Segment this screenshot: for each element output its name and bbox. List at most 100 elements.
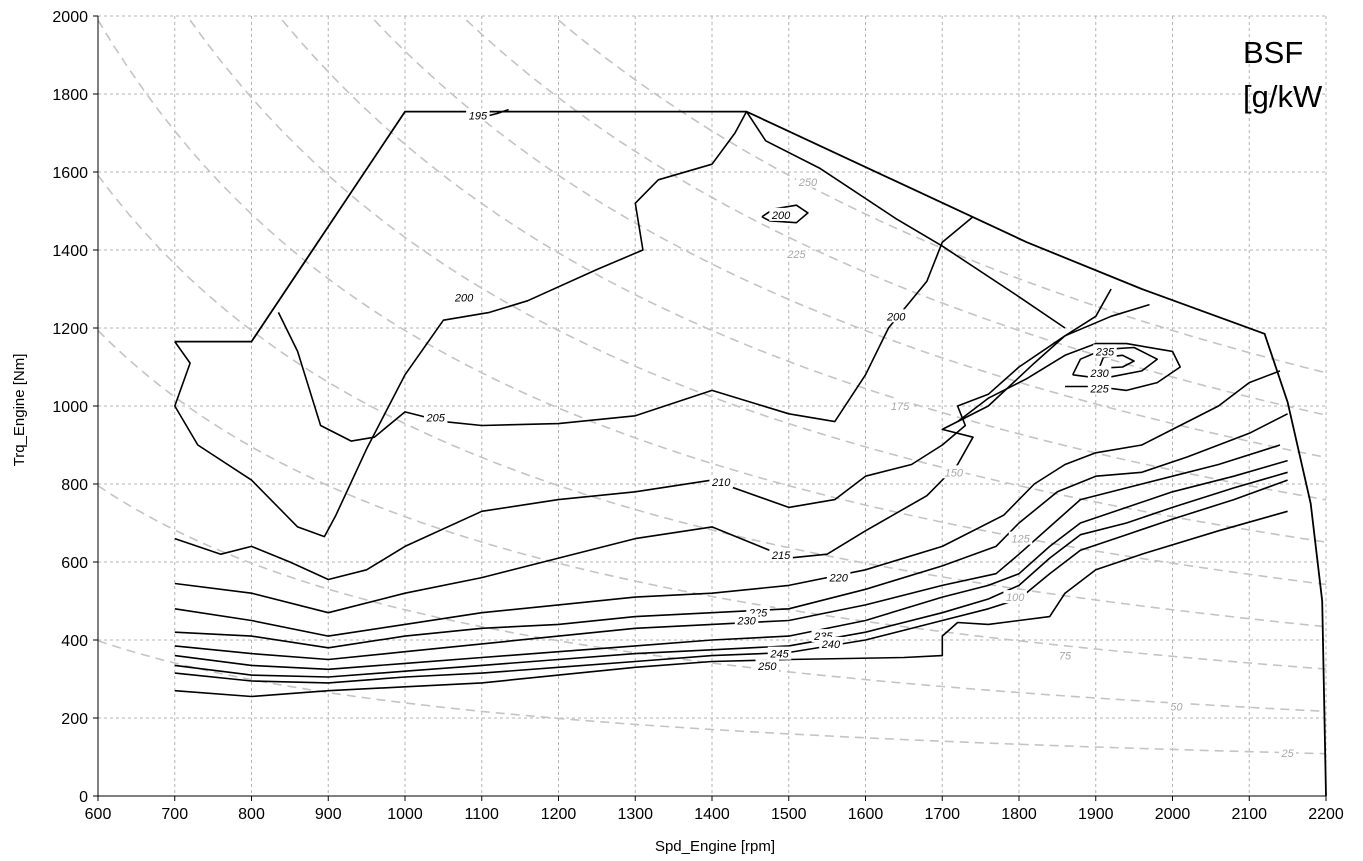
power-line — [189, 19, 1327, 543]
bsfc-contours — [174, 108, 1288, 698]
y-tick-label: 1800 — [52, 87, 88, 104]
x-tick-label: 900 — [315, 806, 342, 823]
power-line-label: 175 — [891, 401, 910, 413]
bsfc-contour-label-bg — [767, 646, 792, 660]
bsfc-contour-label-bg — [819, 636, 843, 650]
power-iso-lines — [97, 19, 1327, 755]
x-tick-label: 1100 — [465, 806, 500, 823]
power-line-label: 75 — [1059, 651, 1072, 663]
bsfc-contour-label: 245 — [769, 649, 789, 661]
x-tick-label: 2100 — [1231, 806, 1267, 823]
bsfc-contour — [174, 370, 1281, 637]
full-load-boundary — [174, 110, 1327, 797]
bsfc-contour — [957, 342, 1181, 423]
x-tick-label: 1700 — [924, 806, 960, 823]
y-tick-label: 1000 — [52, 399, 88, 416]
y-axis-label: Trq_Engine [Nm] — [11, 354, 28, 467]
y-tick-label: 2000 — [52, 9, 88, 26]
bsfc-contour-label-bg — [466, 108, 490, 122]
chart-title-line-1: BSF — [1243, 35, 1303, 70]
y-tick-label: 200 — [61, 711, 88, 728]
bsfc-contour-label-bg — [769, 547, 793, 561]
contour-labels: 25 50 75 100 125 150 175 225 250 195 200 200 200 205 2… — [423, 108, 1297, 760]
power-line-label-bg — [1056, 648, 1074, 662]
bsfc-contour-label: 195 — [469, 110, 488, 122]
power-line — [97, 19, 1327, 586]
bsfc-contour-label: 215 — [771, 550, 791, 562]
power-line-label-bg — [1279, 746, 1297, 760]
bsfc-contour-label-bg — [884, 309, 908, 323]
bsfc-contour — [174, 459, 1288, 671]
power-line-label-bg — [1003, 590, 1027, 604]
x-tick-label: 1500 — [771, 806, 807, 823]
bsfc-contour — [174, 479, 1288, 684]
chart-title-line-2: [g/kW — [1243, 79, 1323, 114]
power-line-label: 25 — [1281, 748, 1295, 760]
bsfc-contour — [174, 413, 1288, 649]
x-tick-label: 800 — [238, 806, 265, 823]
bsfc-contour-label-bg — [1087, 381, 1112, 395]
bsfc-contour-label: 225 — [1089, 383, 1109, 395]
y-tick-label: 1400 — [52, 243, 88, 260]
bsfc-contour-label-bg — [423, 410, 448, 424]
bsfc-contour-label-bg — [826, 570, 851, 584]
x-tick-label: 700 — [161, 806, 188, 823]
power-line-label: 225 — [786, 249, 806, 261]
axes: 600 700 800 900 1000 1100 1200 1300 1400 1500 1600… — [52, 9, 1343, 823]
x-axis-label: Spd_Engine [rpm] — [655, 838, 775, 855]
power-line — [373, 19, 1327, 459]
x-tick-label: 1600 — [848, 806, 884, 823]
power-line-label-bg — [888, 399, 912, 412]
bsfc-contour-label-bg — [452, 290, 476, 304]
power-line-label: 100 — [1006, 592, 1025, 604]
power-line — [97, 329, 1327, 670]
bsfc-contour-label: 200 — [454, 293, 474, 305]
power-line — [97, 640, 1327, 755]
bsfc-contour-label: 200 — [886, 311, 906, 323]
power-line-label: 150 — [945, 467, 964, 479]
x-tick-label: 1900 — [1078, 806, 1114, 823]
x-tick-label: 1300 — [617, 806, 653, 823]
y-tick-label: 0 — [79, 789, 88, 806]
x-tick-label: 1800 — [1001, 806, 1037, 823]
power-line-label-bg — [796, 174, 820, 188]
power-line-label: 125 — [1011, 534, 1030, 546]
y-tick-label: 600 — [61, 555, 88, 572]
bsfc-contour-label: 230 — [1089, 368, 1109, 380]
y-tick-label: 1200 — [52, 321, 88, 338]
power-line-label-bg — [1167, 699, 1185, 713]
bsfc-contour-label-bg — [1087, 365, 1112, 379]
bsfc-contour-label-bg — [1093, 344, 1117, 358]
power-line-label: 50 — [1170, 701, 1183, 713]
x-tick-label: 2200 — [1308, 806, 1344, 823]
bsfc-contour — [174, 288, 1112, 581]
bsfc-contour-label: 220 — [828, 573, 848, 585]
power-line-label-bg — [1008, 531, 1033, 545]
power-line — [97, 485, 1327, 713]
power-line — [97, 174, 1327, 628]
bsfc-contour — [174, 471, 1288, 678]
grid — [98, 15, 1327, 796]
x-tick-label: 1200 — [541, 806, 577, 823]
x-tick-label: 2000 — [1155, 806, 1191, 823]
bsfc-contour-label: 205 — [426, 413, 446, 425]
bsfc-contour — [174, 510, 1288, 698]
power-line-label-bg — [942, 465, 966, 479]
power-line — [281, 19, 1327, 501]
y-tick-label: 400 — [61, 633, 88, 650]
bsfc-contour-label: 230 — [736, 616, 756, 628]
bsfc-contour-label-bg — [734, 613, 759, 627]
power-line — [465, 19, 1327, 416]
power-line-label: 250 — [798, 177, 818, 189]
bsfc-contour-label-bg — [755, 659, 780, 673]
bsfc-contour-label: 250 — [757, 661, 777, 673]
bsfc-contour — [174, 111, 748, 538]
bsfc-contour-label: 200 — [771, 210, 791, 222]
x-tick-label: 1000 — [387, 806, 423, 823]
y-tick-label: 1600 — [52, 165, 88, 182]
bsfc-contour-label: 210 — [711, 477, 731, 489]
y-tick-label: 800 — [61, 477, 88, 494]
power-line-label-bg — [784, 246, 809, 260]
